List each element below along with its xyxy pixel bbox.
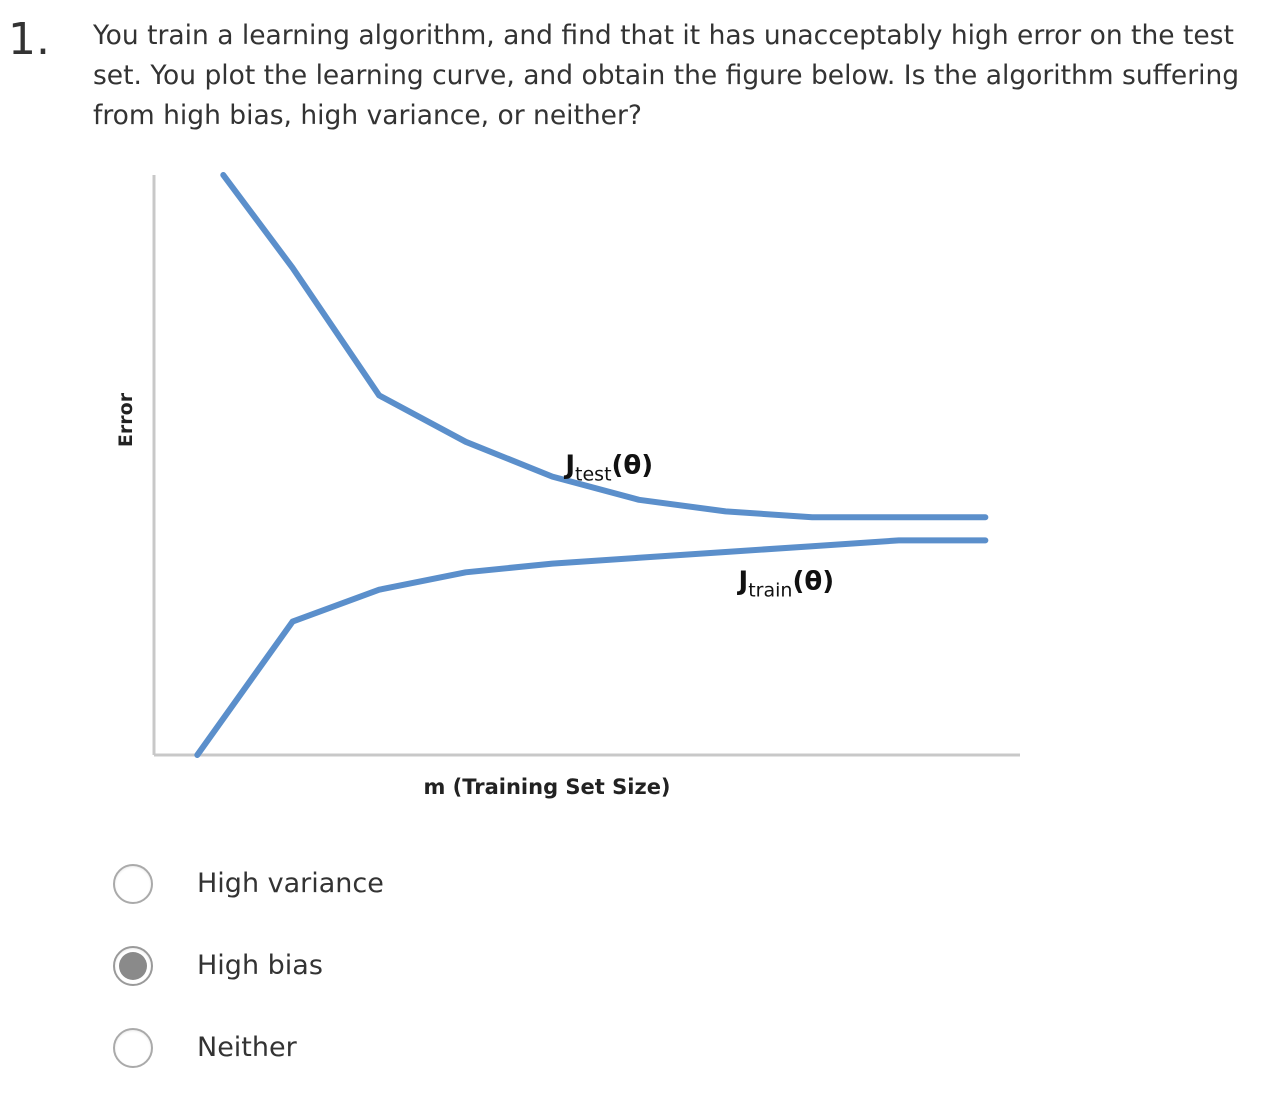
radio-high-bias[interactable]	[113, 946, 153, 986]
radio-high-variance[interactable]	[113, 864, 153, 904]
y-axis-label: Error	[115, 392, 137, 447]
learning-curve-chart: m (Training Set Size) Error Jtest(θ) Jtrain…	[100, 165, 1040, 825]
option-label-neither: Neither	[197, 1032, 297, 1063]
radio-neither[interactable]	[113, 1028, 153, 1068]
option-neither[interactable]: Neither	[113, 1026, 613, 1074]
test-error-label: Jtest(θ)	[563, 451, 653, 486]
learning-curve-svg: m (Training Set Size) Error Jtest(θ) Jtrain…	[115, 172, 1020, 799]
test-error-line	[220, 172, 989, 521]
option-high-bias[interactable]: High bias	[113, 944, 613, 992]
train-error-line	[194, 537, 989, 758]
x-axis-label: m (Training Set Size)	[423, 775, 670, 799]
option-label-high-bias: High bias	[197, 950, 323, 981]
question-text: You train a learning algorithm, and find…	[93, 20, 1240, 131]
option-high-variance[interactable]: High variance	[113, 862, 613, 910]
question-number: 1.	[8, 14, 50, 65]
option-label-high-variance: High variance	[197, 868, 384, 899]
train-error-label: Jtrain(θ)	[737, 567, 835, 602]
